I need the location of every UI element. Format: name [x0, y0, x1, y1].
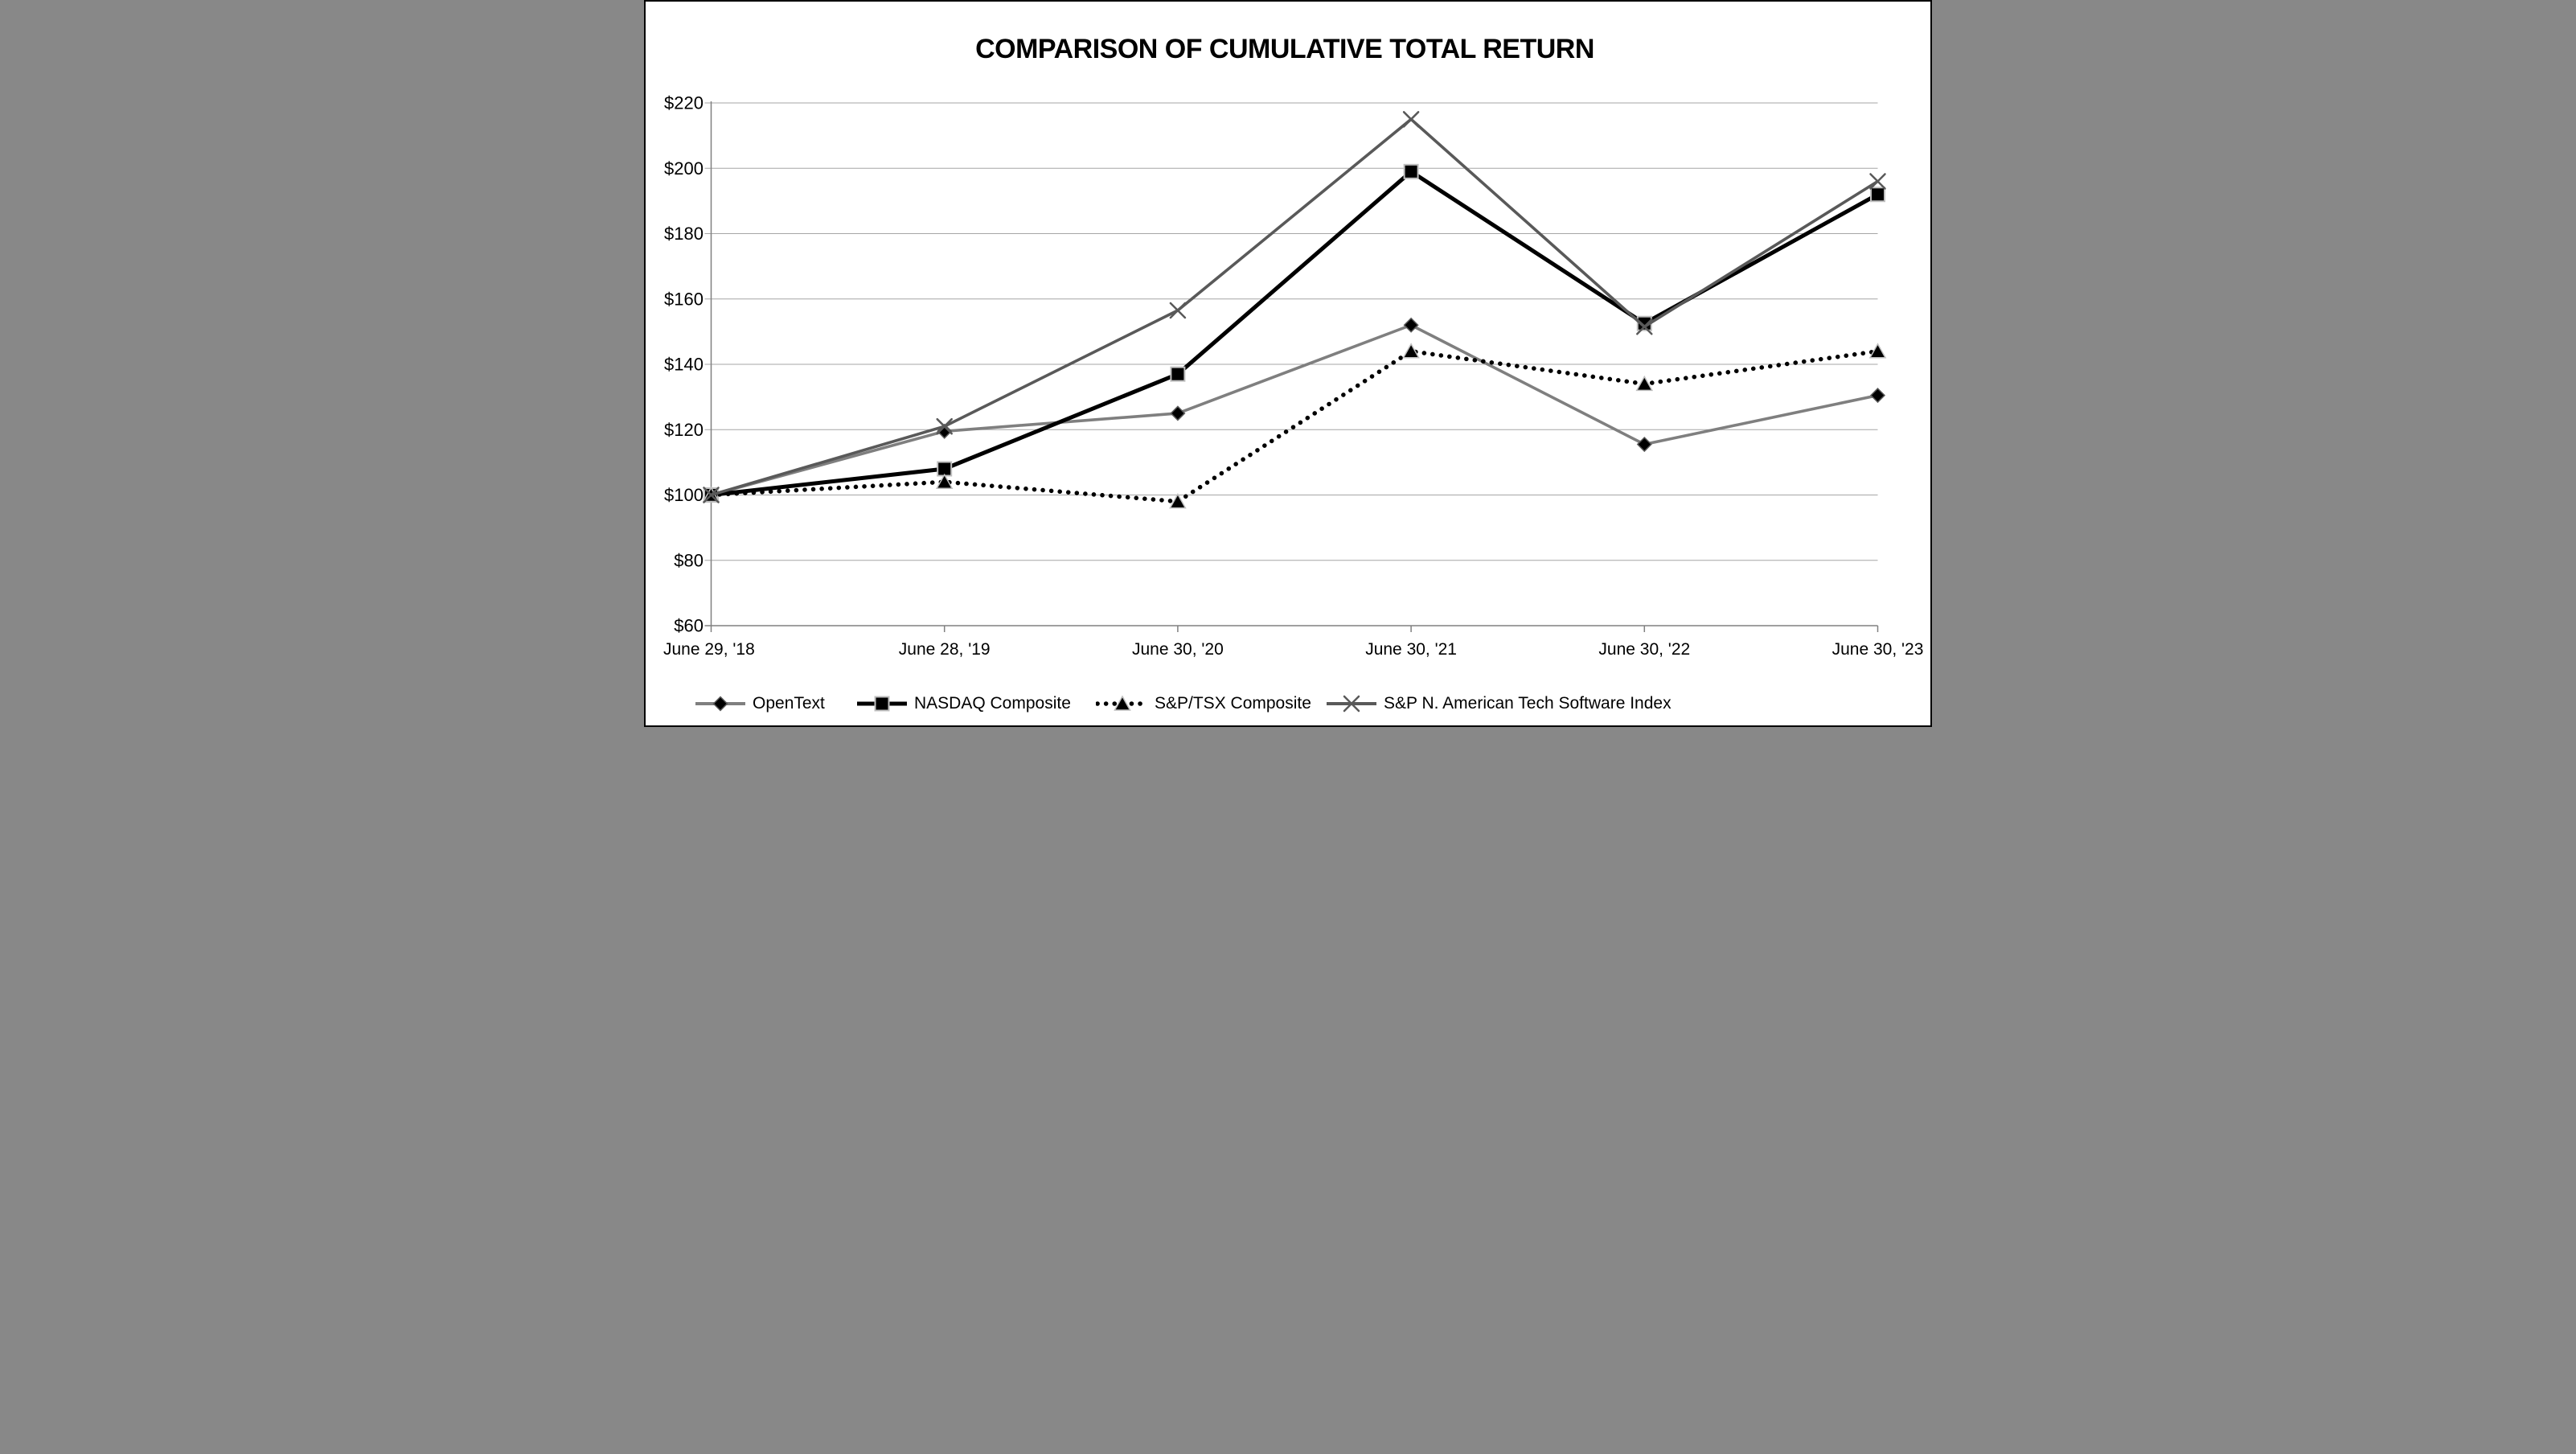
triangle-marker	[1402, 343, 1420, 359]
legend-swatch-diamond	[695, 696, 745, 712]
legend-item-nasdaq-composite: NASDAQ Composite	[855, 690, 1071, 717]
x-tick-label: June 30, '20	[1132, 640, 1224, 659]
x-axis-labels: June 29, '18 June 28, '19 June 30, '20 June…	[663, 640, 1923, 659]
triangle-marker	[1868, 343, 1887, 359]
chart-title: COMPARISON OF CUMULATIVE TOTAL RETURN	[975, 34, 1594, 64]
legend-label: S&P/TSX Composite	[1155, 694, 1311, 713]
legend-swatch-square	[857, 696, 907, 712]
square-marker	[1403, 163, 1419, 179]
y-tick-label: $160	[664, 289, 703, 309]
triangle-marker	[1635, 375, 1654, 392]
x-marker	[936, 417, 953, 435]
y-tick-label: $120	[664, 420, 703, 440]
diamond-marker	[712, 696, 728, 712]
y-tick-label: $220	[664, 93, 703, 113]
diamond-marker	[1403, 317, 1419, 333]
legend-item-s-p-n-american-tech-software-index: S&P N. American Tech Software Index	[1325, 690, 1672, 717]
x-marker	[703, 487, 720, 503]
square-marker	[1170, 366, 1186, 382]
cumulative-total-return-line-chart: $220 $200 $180 $160 $140 $120 $100 $80 $60 June 2…	[663, 93, 1923, 659]
chart-legend: OpenText NASDAQ Composite S&P/TSX Composit…	[646, 690, 1930, 717]
x-tick-label: June 30, '21	[1365, 640, 1457, 659]
triangle-marker	[1169, 493, 1187, 509]
legend-item-opentext: OpenText	[694, 690, 825, 717]
triangle-marker	[1114, 695, 1131, 711]
y-tick-label: $80	[674, 550, 703, 570]
diamond-marker	[1636, 436, 1652, 453]
x-tick-label: June 28, '19	[899, 640, 991, 659]
series-s-p-tsx-composite	[702, 343, 1887, 509]
axes	[704, 101, 1879, 632]
y-tick-label: $180	[664, 224, 703, 244]
x-tick-label: June 30, '23	[1832, 640, 1924, 659]
legend-label: NASDAQ Composite	[914, 694, 1071, 713]
diamond-marker	[1869, 388, 1886, 404]
square-marker	[874, 696, 890, 712]
series-line	[710, 117, 1879, 497]
x-marker	[1169, 302, 1187, 319]
legend-swatch-x	[1327, 695, 1376, 713]
y-tick-label: $100	[664, 485, 703, 505]
x-marker	[1402, 111, 1420, 128]
x-tick-label: June 30, '22	[1598, 640, 1690, 659]
legend-label: OpenText	[753, 694, 825, 713]
x-marker	[1636, 318, 1653, 335]
legend-item-s-p-tsx-composite: S&P/TSX Composite	[1096, 690, 1311, 717]
y-tick-label: $140	[664, 355, 703, 375]
square-marker	[1870, 187, 1885, 203]
series-line	[708, 349, 1881, 504]
performance-graph-page: COMPARISON OF CUMULATIVE TOTAL RETURN $2…	[644, 0, 1932, 727]
y-tick-label: $200	[664, 158, 703, 179]
y-axis-labels: $220 $200 $180 $160 $140 $120 $100 $80 $60	[664, 93, 703, 636]
x-tick-label: June 29, '18	[663, 640, 755, 659]
gridlines	[704, 102, 1878, 626]
series-line	[711, 323, 1878, 497]
series-s-p-n-american-tech-software-index	[703, 111, 1886, 503]
y-tick-label: $60	[674, 616, 703, 636]
x-marker	[1343, 695, 1360, 713]
triangle-marker	[935, 473, 954, 489]
legend-label: S&P N. American Tech Software Index	[1384, 694, 1672, 713]
diamond-marker	[1170, 405, 1186, 421]
x-marker	[1869, 173, 1886, 190]
legend-swatch-triangle	[1096, 695, 1149, 711]
